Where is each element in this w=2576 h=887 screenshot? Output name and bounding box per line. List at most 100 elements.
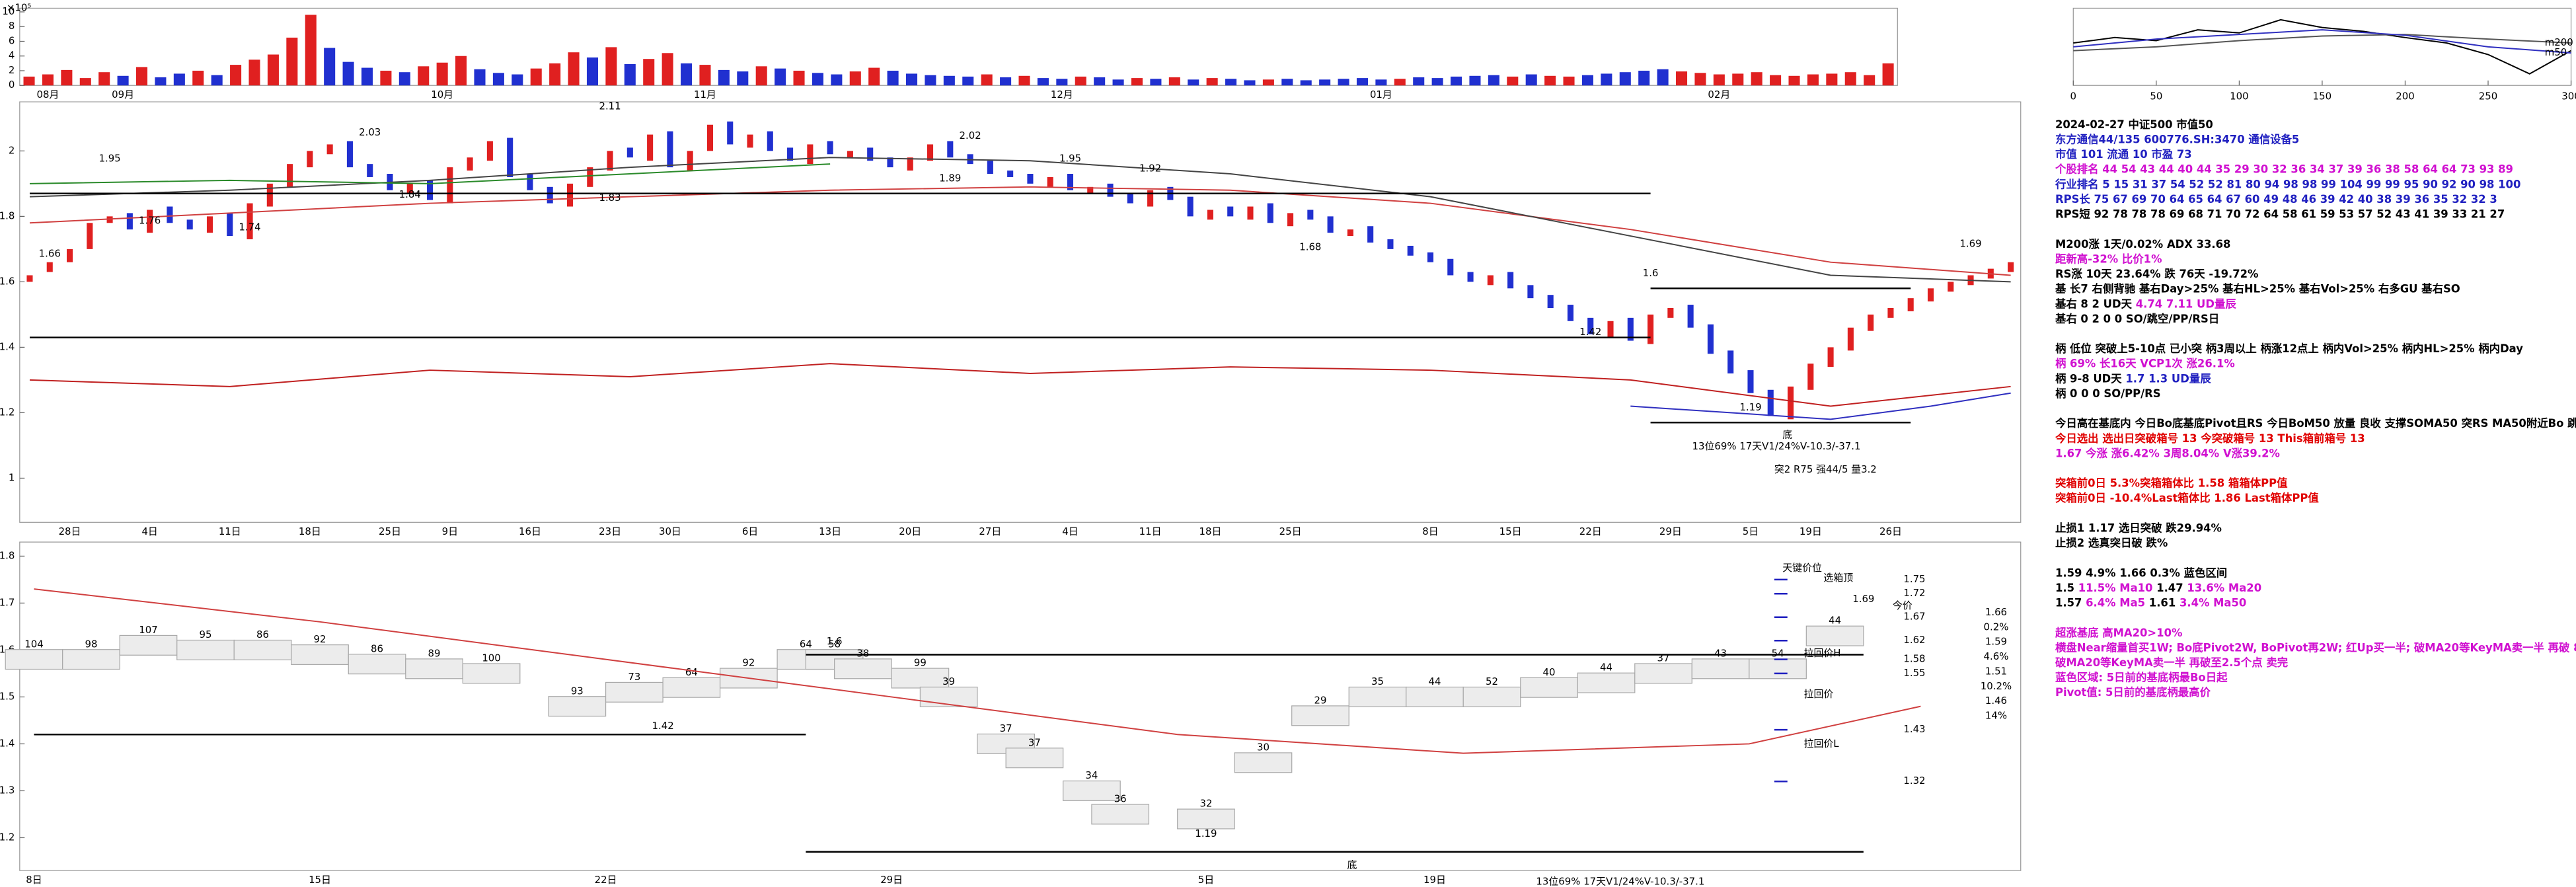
- candle-body: [1447, 258, 1454, 276]
- candle-body: [186, 219, 193, 230]
- candle-body: [1227, 206, 1234, 217]
- info-text: 柄 9-8 UD天: [2055, 372, 2125, 385]
- line-series: [29, 186, 2011, 276]
- candle-body: [2008, 262, 2014, 272]
- candle-body: [587, 167, 593, 187]
- info-line: 基 长7 右侧背驰 基右Day>25% 基右HL>25% 基右Vol>25% 右…: [2055, 282, 2460, 295]
- volume-bar: [361, 67, 373, 86]
- volume-bar: [1394, 79, 1406, 86]
- side-note: 1.51: [1985, 665, 2007, 677]
- price-label: 1.83: [599, 192, 621, 204]
- volume-bar: [455, 56, 467, 86]
- box: [834, 658, 892, 679]
- volume-bar: [737, 71, 749, 86]
- candle-body: [1787, 386, 1794, 420]
- candle-body: [1427, 252, 1434, 262]
- info-line: 止损1 1.17 选日突破 跌29.94%: [2055, 521, 2222, 534]
- x-tick-label: 09月: [112, 89, 134, 100]
- volume-bar: [1413, 77, 1425, 86]
- x-tick-label: 11日: [219, 525, 241, 537]
- info-text: 基右 8 2 UD天: [2055, 297, 2136, 310]
- x-tick-label: 100: [2230, 91, 2248, 102]
- info-text: 破MA20等KeyMA卖一半 再破至2.5个点 卖完: [2055, 656, 2289, 669]
- box-label: 44: [1600, 662, 1612, 674]
- box: [1063, 780, 1121, 801]
- box-label: 100: [482, 652, 500, 664]
- volume-bar: [1694, 73, 1706, 86]
- note: 拉回价H: [1804, 647, 1841, 659]
- candle-body: [1007, 171, 1014, 177]
- box: [1005, 748, 1064, 769]
- info-text: 突箱前0日 -10.4%Last箱体比 1.86 Last箱体PP值: [2055, 492, 2319, 504]
- note: 底: [1347, 859, 1357, 871]
- volume-bar: [492, 73, 504, 86]
- y-tick-label: 2: [9, 144, 15, 156]
- candle-body: [126, 213, 133, 230]
- candle-body: [987, 161, 993, 174]
- volume-bar: [1581, 75, 1593, 86]
- info-line: 1.59 4.9% 1.66 0.3% 蓝色区间: [2055, 566, 2227, 579]
- x-tick-label: 4日: [141, 525, 157, 537]
- x-tick-label: 10月: [431, 89, 453, 100]
- panel-frame: [19, 7, 1898, 86]
- line-series: [29, 163, 831, 184]
- volume-bar: [1431, 78, 1443, 86]
- volume-bar: [1563, 76, 1575, 86]
- info-line: 横盘Near缩量首买1W; Bo底Pivot2W, BoPivot再2W; 红U…: [2055, 641, 2576, 654]
- candle-body: [907, 157, 913, 171]
- box: [1462, 686, 1521, 707]
- volume-bar: [831, 74, 843, 86]
- volume-bar: [1751, 72, 1762, 86]
- info-text: 个股排名 44 54 43 44 40 44 35 29 30 32 36 34…: [2055, 163, 2513, 175]
- y-tick-label: 8: [9, 20, 15, 32]
- box-label: 35: [1371, 675, 1384, 687]
- candle-body: [26, 275, 33, 282]
- volume-bar: [342, 61, 354, 86]
- candle-body: [1327, 216, 1334, 233]
- volume-bar: [1244, 80, 1256, 86]
- candle-body: [1547, 295, 1554, 308]
- box: [919, 686, 978, 707]
- candle-body: [667, 131, 673, 168]
- volume-bar: [549, 63, 561, 86]
- y-tick-label: 0: [9, 79, 15, 91]
- box: [1520, 677, 1578, 698]
- volume-bar: [192, 70, 204, 86]
- box-label: 54: [1772, 647, 1784, 659]
- note: 拉回价L: [1804, 738, 1840, 750]
- volume-bar: [925, 75, 936, 86]
- volume-bar: [173, 73, 185, 86]
- box-label: 37: [1657, 652, 1670, 664]
- line-series: [2073, 29, 2571, 54]
- series-label: m200: [2545, 36, 2573, 48]
- candle-body: [167, 206, 173, 223]
- x-tick-label: 18日: [1199, 525, 1221, 537]
- line-series: [1630, 392, 2011, 420]
- volume-bar: [868, 67, 880, 86]
- price-label: 1.19: [1739, 401, 1761, 413]
- box-label: 92: [314, 633, 326, 645]
- info-line: 行业排名 5 15 31 37 54 52 52 81 80 94 98 98 …: [2055, 178, 2520, 190]
- candle-body: [467, 157, 473, 171]
- candle-body: [767, 131, 773, 151]
- price-label: 2.03: [359, 126, 381, 138]
- candle-body: [1027, 174, 1034, 184]
- candle-body: [1607, 321, 1614, 338]
- info-text: 今日选出 选出日突破箱号 13 今突破箱号 13 This箱前箱号 13: [2055, 432, 2365, 444]
- volume-bar: [1168, 77, 1180, 86]
- box: [233, 639, 292, 660]
- candle-body: [1847, 327, 1854, 351]
- note: 天键价位: [1782, 562, 1822, 574]
- x-tick-label: 22日: [1579, 525, 1602, 537]
- candle-body: [1307, 210, 1314, 220]
- info-text: 1.47: [2152, 581, 2187, 594]
- info-line: 今日高在基底内 今日Bo底基底Pivot且RS 今日BoM50 放量 良收 支撑…: [2055, 417, 2576, 430]
- volume-bar: [1676, 71, 1688, 86]
- candle-body: [1367, 226, 1374, 243]
- info-text: 今日高在基底内 今日Bo底基底Pivot且RS 今日BoM50 放量 良收 支撑…: [2055, 417, 2576, 430]
- price-label: 2.11: [599, 100, 621, 112]
- box: [5, 649, 63, 670]
- info-text: 11.5% Ma10: [2078, 581, 2153, 594]
- side-note: 1.66: [1985, 606, 2007, 618]
